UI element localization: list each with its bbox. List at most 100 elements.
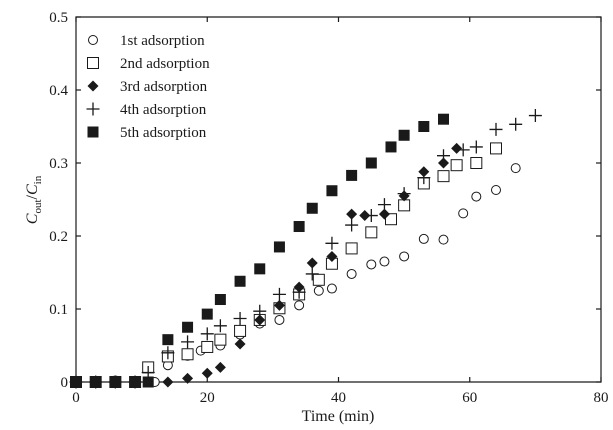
series-4-point — [437, 149, 450, 163]
series-5-point — [438, 113, 449, 125]
series-1-point — [491, 185, 501, 196]
series-4-point — [233, 311, 247, 325]
series-2-point — [234, 324, 247, 337]
x-tick-label: 80 — [594, 390, 609, 406]
series-4-point — [364, 209, 378, 223]
series-4-point — [489, 122, 503, 136]
series-1-point — [438, 234, 449, 245]
series-3-point — [214, 361, 226, 373]
series-4-point — [345, 218, 359, 232]
series-5-point — [385, 141, 397, 153]
series-3-point — [254, 314, 266, 326]
y-axis-title-c-in: C — [24, 184, 41, 195]
series-5-point — [201, 308, 213, 320]
legend-marker — [87, 126, 99, 138]
series-5-point — [234, 275, 246, 287]
legend-label: 4th adsorption — [120, 102, 207, 118]
series-5 — [70, 113, 449, 388]
series-2-point — [385, 213, 397, 226]
y-tick-label: 0.3 — [49, 156, 68, 172]
legend-entry: 3rd adsorption — [87, 79, 208, 95]
series-4-point — [200, 327, 214, 341]
series-2-point — [450, 159, 463, 172]
legend-marker — [88, 35, 98, 45]
legend-entry: 1st adsorption — [88, 33, 205, 49]
series-2-point — [437, 170, 450, 183]
series-4-point — [456, 143, 470, 157]
y-axis-title-sub-in: in — [32, 175, 44, 184]
series-5-point — [293, 221, 305, 233]
series-4-point — [213, 319, 227, 333]
legend-marker — [87, 80, 99, 92]
y-tick-label: 0.5 — [49, 10, 68, 26]
series-3-point — [182, 372, 194, 384]
series-3-point — [438, 157, 449, 169]
y-axis-title-slash: / — [24, 194, 41, 199]
series-5-point — [365, 157, 377, 169]
series-4-point — [469, 140, 483, 154]
series-3-point — [201, 367, 213, 379]
series-3-point — [326, 250, 338, 262]
series-5-point — [90, 376, 102, 388]
series-1-point — [366, 259, 377, 270]
series-1-point — [326, 283, 337, 294]
series-5-point — [129, 376, 141, 388]
series-2-point — [365, 226, 378, 239]
series-3-point — [306, 257, 318, 269]
y-tick-label: 0 — [61, 375, 69, 391]
series-3-point — [378, 208, 390, 220]
series-3-point — [346, 208, 358, 220]
series-4-point — [292, 285, 306, 299]
series-1-point — [399, 251, 410, 262]
series-2-point — [490, 142, 502, 155]
y-tick-label: 0.1 — [49, 302, 68, 318]
series-4-point — [305, 267, 319, 281]
series-5-point — [326, 185, 338, 197]
series-3-point — [359, 210, 371, 222]
series-1-point — [313, 285, 324, 296]
series-3-point — [234, 338, 246, 350]
x-tick-label: 20 — [200, 390, 215, 406]
series-5-point — [254, 263, 266, 275]
series-1-point — [418, 233, 429, 244]
y-axis-title: Cout/Cin — [24, 175, 44, 224]
series-1-point — [510, 163, 521, 174]
x-tick-label: 60 — [462, 390, 477, 406]
series-5-point — [418, 121, 430, 132]
series-1-point — [274, 314, 285, 325]
series-2-point — [345, 242, 358, 255]
series-4-point — [161, 346, 175, 360]
y-axis-title-c: C — [24, 213, 41, 224]
y-axis-title-sub-out: out — [32, 199, 44, 213]
x-tick-label: 0 — [72, 390, 80, 406]
series-4-point — [272, 287, 286, 301]
series-5-point — [162, 334, 174, 346]
series-4-point — [509, 117, 523, 131]
x-tick-label: 40 — [331, 390, 346, 406]
series-1-point — [471, 191, 482, 202]
series-4-point — [417, 171, 431, 185]
legend: 1st adsorption 2nd adsorption 3rd adsorpti… — [86, 33, 210, 141]
legend-marker — [87, 57, 99, 69]
series-4-point — [397, 187, 411, 201]
y-tick-label: 0.2 — [49, 229, 68, 245]
axis-tick-labels: 0 20 40 60 80 0 0.1 0.2 0.3 0.4 0.5 — [49, 10, 608, 406]
series-2-point — [312, 273, 325, 286]
series-1-point — [379, 256, 390, 267]
legend-label: 3rd adsorption — [120, 79, 208, 95]
series-2 — [70, 142, 502, 388]
series-2-point — [398, 199, 411, 212]
series-4-point — [325, 236, 339, 250]
series-4-point — [528, 109, 542, 123]
series-3-point — [273, 299, 285, 311]
legend-entry: 2nd adsorption — [87, 56, 210, 72]
series-2-point — [214, 333, 227, 346]
legend-label: 5th adsorption — [120, 125, 207, 141]
data-points — [69, 109, 542, 389]
series-5-point — [182, 321, 194, 333]
series-4-point — [377, 198, 391, 212]
series-5-point — [109, 376, 121, 388]
series-2-point — [470, 157, 483, 169]
series-2-point — [181, 348, 194, 361]
